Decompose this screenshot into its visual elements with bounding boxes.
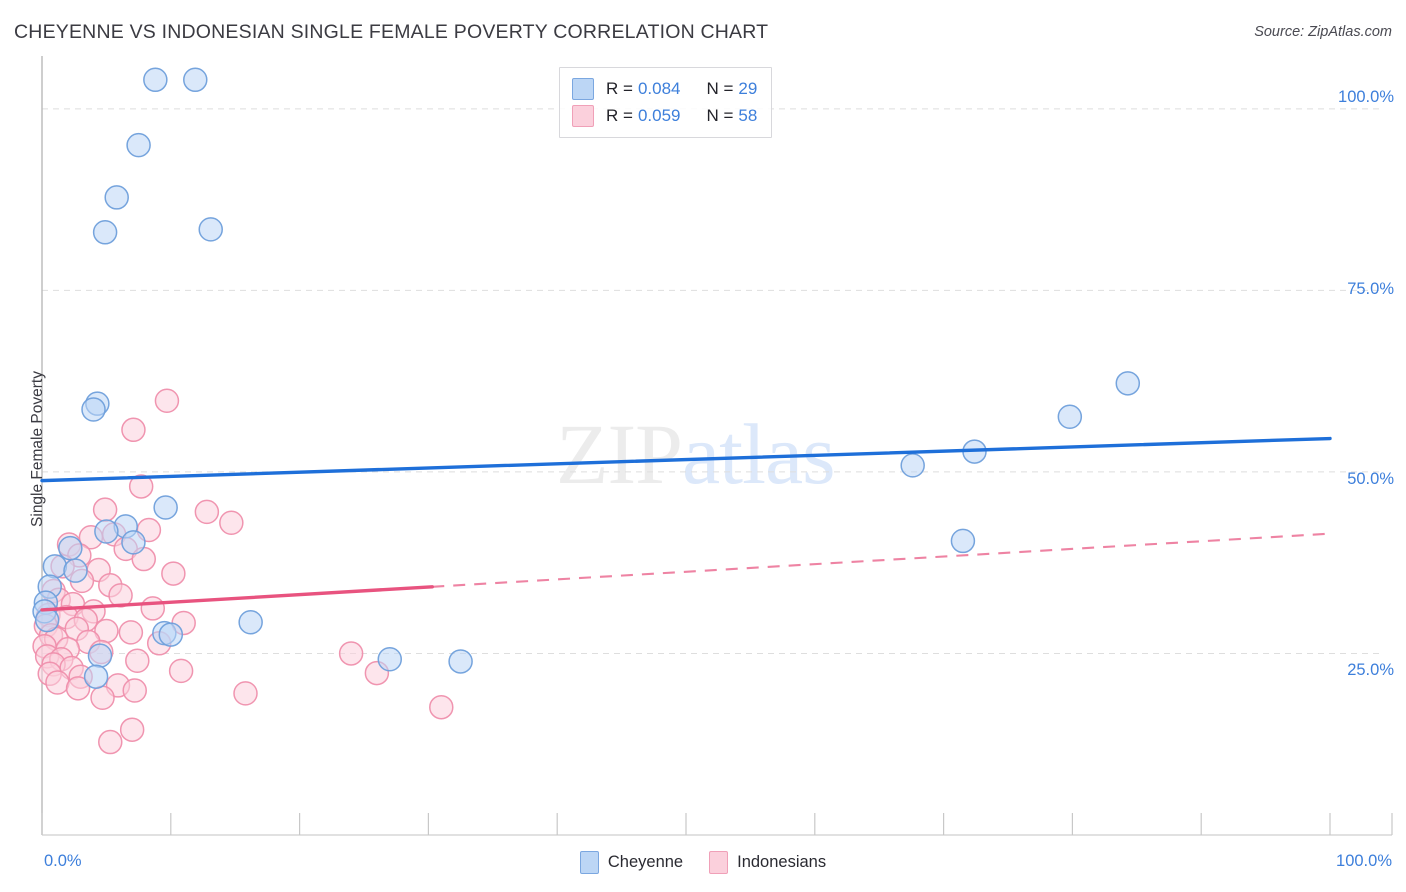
source-attribution: Source: ZipAtlas.com xyxy=(1254,24,1392,40)
r-value-indonesians: 0.059 xyxy=(637,105,681,125)
data-point xyxy=(121,530,146,555)
series-points-indonesians xyxy=(32,388,454,755)
data-point xyxy=(233,681,258,706)
series-points-cheyenne xyxy=(32,67,1141,689)
data-point xyxy=(154,388,180,414)
trend-line-indonesians-solid xyxy=(40,585,434,612)
correlation-stats-box: R = 0.084 N = 29 R = 0.059 N = 58 xyxy=(559,67,773,138)
data-point xyxy=(1115,371,1141,396)
y-axis-label: Single Female Poverty xyxy=(29,371,46,527)
data-point xyxy=(448,649,473,674)
legend-swatch-cheyenne-icon xyxy=(572,77,594,100)
legend-label-indonesians: Indonesians xyxy=(737,853,827,871)
data-point xyxy=(98,729,123,755)
data-point xyxy=(122,678,147,703)
legend-marker-cheyenne-icon xyxy=(579,851,599,874)
data-point xyxy=(81,397,106,422)
r-label-cheyenne: R = xyxy=(606,78,633,98)
data-point xyxy=(238,609,263,635)
n-label-indonesians: N = xyxy=(706,105,734,125)
data-point xyxy=(219,510,244,535)
data-point xyxy=(161,561,186,586)
n-value-cheyenne: 29 xyxy=(738,78,758,98)
data-point xyxy=(92,220,118,245)
data-point xyxy=(194,499,220,525)
data-point xyxy=(183,67,208,93)
r-label-indonesians: R = xyxy=(606,105,633,125)
data-point xyxy=(900,453,925,478)
trend-line-indonesians-dashed xyxy=(432,532,1331,588)
legend-item-indonesians[interactable]: Indonesians xyxy=(709,851,826,874)
data-point xyxy=(45,670,70,695)
data-point xyxy=(950,528,976,554)
stats-row-cheyenne: R = 0.084 N = 29 xyxy=(572,75,757,102)
page-title: CHEYENNE VS INDONESIAN SINGLE FEMALE POV… xyxy=(14,21,769,43)
n-value-indonesians: 58 xyxy=(738,105,758,125)
series-legend: Cheyenne Indonesians xyxy=(0,851,1406,874)
data-point xyxy=(153,495,178,520)
data-point xyxy=(198,217,223,242)
x-axis-tick-max: 100.0% xyxy=(1336,852,1392,870)
data-point xyxy=(92,497,118,522)
data-point xyxy=(94,519,119,544)
data-point xyxy=(34,607,60,633)
legend-label-cheyenne: Cheyenne xyxy=(607,853,684,871)
data-point xyxy=(104,185,129,210)
data-point xyxy=(168,658,194,684)
y-axis-tick-50: 50.0% xyxy=(1347,470,1394,488)
data-point xyxy=(140,596,166,621)
data-point xyxy=(128,474,154,499)
data-point xyxy=(143,67,168,93)
legend-item-cheyenne[interactable]: Cheyenne xyxy=(579,851,684,874)
n-label-cheyenne: N = xyxy=(706,78,734,98)
data-point xyxy=(63,558,88,583)
data-point xyxy=(90,685,115,711)
data-point xyxy=(338,641,364,666)
data-point xyxy=(429,694,454,720)
data-point xyxy=(87,643,113,668)
data-point xyxy=(118,620,144,645)
x-axis-tick-min: 0.0% xyxy=(44,852,82,870)
data-point xyxy=(158,622,184,647)
legend-swatch-indonesians-icon xyxy=(572,104,594,127)
data-point xyxy=(125,648,150,673)
r-value-cheyenne: 0.084 xyxy=(637,78,681,98)
legend-marker-indonesians-icon xyxy=(709,851,729,874)
data-point xyxy=(377,647,403,672)
y-axis-tick-25: 25.0% xyxy=(1347,661,1394,679)
stats-row-indonesians: R = 0.059 N = 58 xyxy=(572,102,757,129)
data-point xyxy=(1057,404,1083,429)
data-point xyxy=(119,717,145,742)
data-point xyxy=(126,132,151,158)
data-point xyxy=(58,535,83,561)
trend-line-cheyenne xyxy=(40,436,1332,483)
data-point xyxy=(121,417,146,443)
data-point xyxy=(65,676,91,701)
data-point xyxy=(83,664,109,689)
y-axis-tick-100: 100.0% xyxy=(1338,88,1394,106)
y-axis-tick-75: 75.0% xyxy=(1347,280,1394,298)
